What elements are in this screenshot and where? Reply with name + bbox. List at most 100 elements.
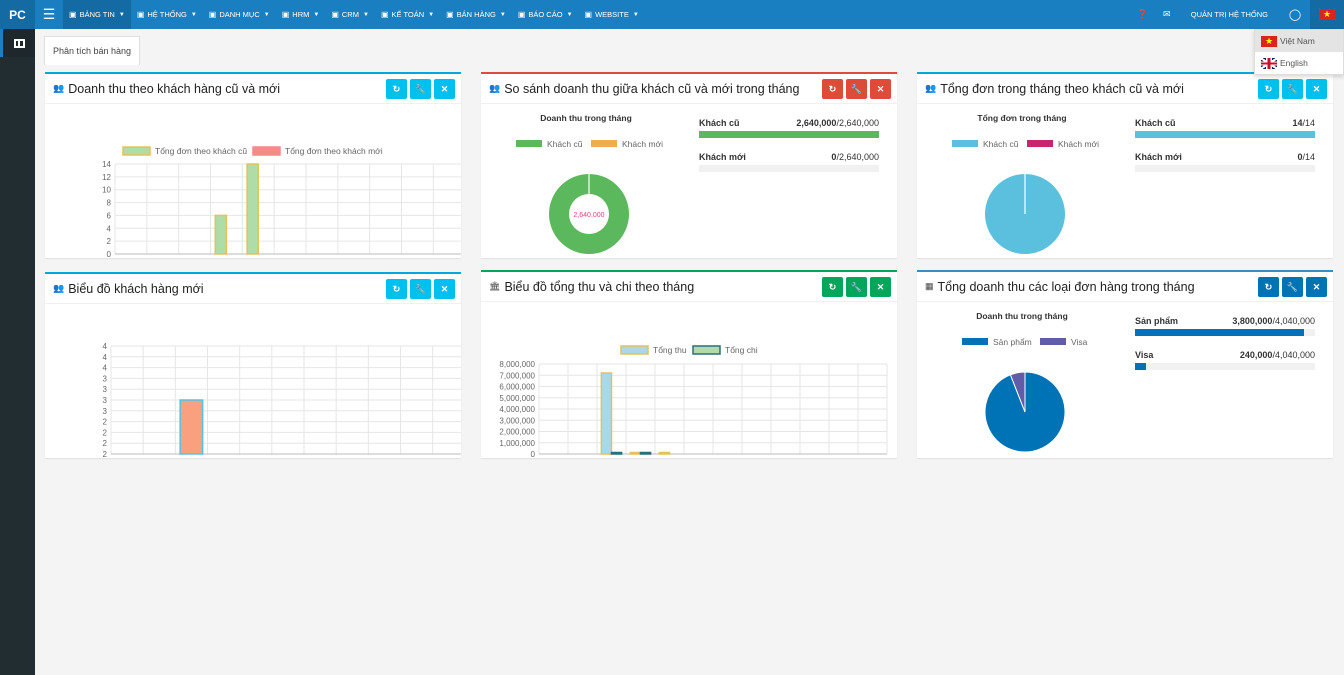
close-button[interactable]: ✕ <box>1306 277 1327 297</box>
mail-icon[interactable]: ✉ <box>1162 9 1171 19</box>
language-label: English <box>1280 58 1308 68</box>
progress-value: 240,000 <box>1239 350 1273 360</box>
chart-subtitle: Tổng đơn trong tháng <box>977 113 1066 123</box>
close-button[interactable]: ✕ <box>434 79 455 99</box>
menu-item-users-cog[interactable]: ▣ HRM ▼ <box>276 0 326 29</box>
progress-bar <box>1135 165 1315 172</box>
bar <box>658 451 671 455</box>
user-group-icon: 👥 <box>53 283 65 293</box>
menu-item-sitemap[interactable]: ▣ Danh mục ▼ <box>203 0 276 29</box>
menu-label: Website <box>595 10 629 19</box>
tab-sales-analysis[interactable]: Phân tích bán hàng <box>44 36 141 65</box>
menu-item-crm[interactable]: ▣ CRM ▼ <box>325 0 375 29</box>
settings-wrench-button[interactable]: 🔧 <box>410 279 431 299</box>
caret-down-icon: ▼ <box>190 11 197 18</box>
refresh-button[interactable]: ↻ <box>386 79 407 99</box>
close-button[interactable]: ✕ <box>434 279 455 299</box>
y-tick-label: 10 <box>102 186 111 195</box>
report-icon: ▣ <box>517 10 526 19</box>
y-tick-label: 0 <box>107 250 112 258</box>
menu-item-website[interactable]: ▣ Website ▼ <box>579 0 645 29</box>
caret-down-icon: ▼ <box>118 11 125 18</box>
bar <box>246 163 260 255</box>
caret-down-icon: ▼ <box>362 11 369 18</box>
y-tick-label: 4 <box>107 224 112 233</box>
x-tick-label: Tháng 4 <box>198 457 229 458</box>
menu-label: Kế toán <box>391 10 425 19</box>
dashboard-icon: ▣ <box>69 10 77 19</box>
y-tick-label: 12 <box>102 173 111 182</box>
legend-swatch <box>692 345 721 355</box>
top-navbar: PC ☰ ▣ Bảng tin ▼ ▣ Hệ thống ▼ ▣ Danh mục ▼ ▣ HRM ▼… <box>0 0 1344 29</box>
refresh-button[interactable]: ↻ <box>386 279 407 299</box>
language-toggle[interactable] <box>1310 0 1344 29</box>
help-icon[interactable]: ❓ <box>1137 9 1149 19</box>
legend-label: Khách mới <box>1058 139 1099 149</box>
menu-item-accounting[interactable]: ▣ Kế toán ▼ <box>375 0 440 29</box>
x-tick-label: Tháng 6 <box>265 257 296 258</box>
user-avatar-icon[interactable]: ◯ <box>1288 9 1302 21</box>
box-title: So sánh doanh thu giữa khách cũ và mới t… <box>504 81 800 96</box>
menu-label: CRM <box>341 10 359 19</box>
chart-order-types-pie: Doanh thu trong tháng Sản phẩm Visa <box>962 311 1088 453</box>
user-menu[interactable]: QUẢN TRỊ HỆ THỐNG <box>1190 10 1268 19</box>
progress-value: 3,800,000 <box>1232 316 1273 326</box>
progress-row: Khách cũ 14/14 <box>1135 118 1315 138</box>
menu-toggle-icon[interactable]: ☰ <box>42 6 56 22</box>
bar <box>639 451 652 455</box>
legend-label: Tổng đơn theo khách mới <box>285 146 383 156</box>
caret-down-icon: ▼ <box>313 11 320 18</box>
settings-wrench-button[interactable]: 🔧 <box>846 277 867 297</box>
x-tick-label: Tháng 11 <box>420 257 454 258</box>
close-button[interactable]: ✕ <box>870 277 891 297</box>
menu-label: HRM <box>292 10 310 19</box>
settings-wrench-button[interactable]: 🔧 <box>1282 79 1303 99</box>
refresh-button[interactable]: ↻ <box>822 79 843 99</box>
close-button[interactable]: ✕ <box>1306 79 1327 99</box>
language-option-english[interactable]: English <box>1255 52 1343 74</box>
x-tick-label: Tháng 9 <box>359 457 390 458</box>
settings-wrench-button[interactable]: 🔧 <box>1282 277 1303 297</box>
menu-item-dashboard[interactable]: ▣ Bảng tin ▼ <box>63 0 131 29</box>
menu-item-report[interactable]: ▣ Báo cáo ▼ <box>512 0 579 29</box>
users-cog-icon: ▣ <box>281 10 290 19</box>
y-tick-label: 3 <box>103 374 108 383</box>
progress-row: Visa 240,000/4,040,000 <box>1135 350 1315 370</box>
y-tick-label: 4 <box>103 353 108 362</box>
box-title: Biểu đồ tổng thu và chi theo tháng <box>504 279 695 294</box>
refresh-button[interactable]: ↻ <box>822 277 843 297</box>
close-button[interactable]: ✕ <box>870 79 891 99</box>
progress-total: 2,640,000 <box>838 152 879 162</box>
settings-wrench-button[interactable]: 🔧 <box>846 79 867 99</box>
legend-label: Sản phẩm <box>993 337 1032 347</box>
progress-row: Khách mới 0/14 <box>1135 152 1315 172</box>
progress-value: 0 <box>1297 152 1303 162</box>
box-title: Doanh thu theo khách hàng cũ và mới <box>68 81 281 96</box>
x-tick-label: Tháng 5 <box>233 257 264 258</box>
y-tick-label: 2 <box>107 237 112 246</box>
progress-label: Khách mới <box>1135 152 1182 162</box>
sidebar-item-dashboard[interactable] <box>0 29 35 57</box>
progress-row: Khách cũ 2,640,000/2,640,000 <box>699 118 879 138</box>
x-tick-label: Tháng 10 <box>785 457 820 458</box>
legend-swatch <box>962 338 988 345</box>
bar <box>214 214 228 255</box>
website-icon: ▣ <box>584 10 593 19</box>
progress-bar <box>699 165 879 172</box>
language-option-vietnam[interactable]: Việt Nam <box>1255 30 1343 52</box>
menu-label: Danh mục <box>219 10 260 19</box>
menu-item-cogs[interactable]: ▣ Hệ thống ▼ <box>131 0 203 29</box>
x-tick-label: Tháng 9 <box>360 257 391 258</box>
settings-wrench-button[interactable]: 🔧 <box>410 79 431 99</box>
brand-logo[interactable]: PC <box>0 0 35 29</box>
grid-icon: ▦ <box>925 281 934 291</box>
box-income-expense: 🏛 Biểu đồ tổng thu và chi theo tháng ↻ 🔧 … <box>481 270 897 480</box>
chart-revenue-donut: Doanh thu trong tháng Khách cũ Khách mới 2,… <box>516 113 663 254</box>
x-tick-label: Tháng 6 <box>673 457 704 458</box>
y-tick-label: 3 <box>103 407 108 416</box>
refresh-button[interactable]: ↻ <box>1258 79 1279 99</box>
refresh-button[interactable]: ↻ <box>1258 277 1279 297</box>
progress-fill <box>1135 363 1146 370</box>
chart-income-expense: Tổng thu Tổng chi 0 1,000,000 2,000,000 3,000… <box>499 345 888 480</box>
menu-item-sales[interactable]: ▣ Bán hàng ▼ <box>440 0 512 29</box>
